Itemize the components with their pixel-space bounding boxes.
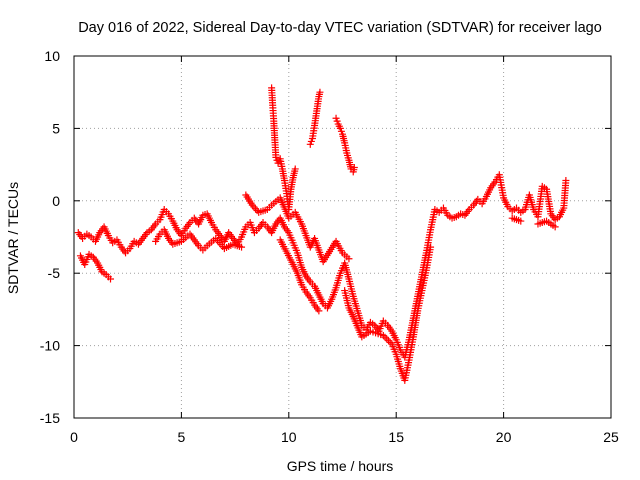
y-tick-label: -15 (40, 410, 60, 426)
y-axis-label: SDTVAR / TECUs (5, 182, 21, 294)
data-point (427, 243, 435, 251)
data-point (238, 243, 246, 251)
x-tick-label: 15 (388, 429, 404, 445)
plot-frame (73, 55, 612, 419)
data-point (315, 307, 323, 315)
axis-ticks: 0 5 10 15 20 25 -15 -10 -5 0 5 10 (40, 48, 619, 445)
data-point (551, 223, 559, 231)
x-tick-label: 25 (603, 429, 619, 445)
data-point (291, 165, 299, 173)
data-point (350, 163, 358, 171)
data-point (345, 255, 353, 263)
data-point (316, 88, 324, 96)
chart-title: Day 016 of 2022, Sidereal Day-to-day VTE… (78, 20, 602, 36)
y-tick-label: 10 (44, 48, 60, 64)
y-tick-label: -10 (40, 338, 60, 354)
y-tick-label: 5 (52, 120, 60, 136)
x-tick-label: 20 (496, 429, 512, 445)
data-points (74, 84, 570, 384)
y-tick-label: -5 (48, 265, 61, 281)
x-axis-label: GPS time / hours (287, 458, 394, 474)
data-point (517, 217, 525, 225)
x-tick-label: 5 (178, 429, 186, 445)
data-point (562, 177, 570, 185)
x-tick-label: 0 (70, 429, 78, 445)
grid (74, 56, 611, 418)
x-tick-label: 10 (281, 429, 297, 445)
y-tick-label: 0 (52, 193, 60, 209)
data-point (107, 275, 115, 283)
data-point (384, 337, 392, 345)
data-point (383, 335, 391, 343)
